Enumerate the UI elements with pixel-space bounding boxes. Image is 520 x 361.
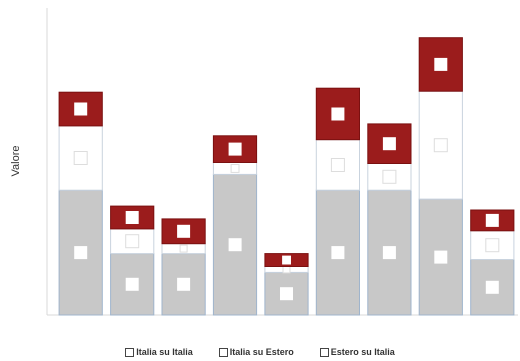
segment-marker-1-6 — [331, 246, 345, 260]
segment-marker-2-1 — [73, 151, 88, 165]
segment-marker-1-4 — [228, 238, 242, 252]
segment-marker-3-4 — [228, 142, 242, 156]
segment-marker-3-2 — [125, 211, 139, 224]
segment-marker-1-3 — [177, 277, 191, 291]
legend-swatch-icon — [218, 347, 228, 357]
segment-marker-3-7 — [382, 137, 396, 151]
bar-segment-1-8 — [418, 198, 463, 316]
segment-marker-1-2 — [125, 277, 139, 291]
legend-label: Italia su Italia — [136, 347, 193, 357]
legend: Italia su Italia Italia su Estero Estero… — [0, 345, 520, 359]
bar-segment-3-3 — [161, 218, 206, 245]
segment-marker-1-7 — [382, 246, 396, 260]
legend-swatch-icon — [319, 347, 329, 357]
segment-marker-1-1 — [74, 246, 88, 260]
segment-marker-3-5 — [282, 255, 291, 265]
segment-marker-3-8 — [434, 57, 448, 71]
segment-marker-2-2 — [125, 234, 140, 249]
segment-marker-3-3 — [177, 224, 191, 238]
segment-marker-1-9 — [485, 280, 499, 294]
segment-marker-2-4 — [230, 164, 240, 173]
legend-item-estero-su-italia: Estero su Italia — [319, 345, 395, 359]
segment-marker-3-9 — [485, 213, 499, 227]
legend-label: Estero su Italia — [330, 347, 395, 357]
legend-swatch-icon — [125, 347, 135, 357]
legend-item-italia-su-estero: Italia su Estero — [218, 345, 294, 359]
segment-marker-1-5 — [280, 287, 293, 301]
segment-marker-2-3 — [179, 244, 188, 253]
legend-item-italia-su-italia: Italia su Italia — [125, 345, 193, 359]
legend-label: Italia su Estero — [229, 347, 294, 357]
segment-marker-1-8 — [434, 250, 448, 264]
bar-segment-1-5 — [264, 271, 309, 316]
segment-marker-3-1 — [74, 102, 88, 116]
y-axis-label: Valore — [10, 145, 22, 177]
bars-group — [58, 37, 515, 316]
segment-marker-2-6 — [330, 158, 345, 172]
segment-marker-3-6 — [331, 107, 345, 121]
segment-marker-2-9 — [485, 238, 500, 253]
segment-marker-2-8 — [433, 138, 448, 153]
segment-marker-2-7 — [382, 169, 397, 184]
